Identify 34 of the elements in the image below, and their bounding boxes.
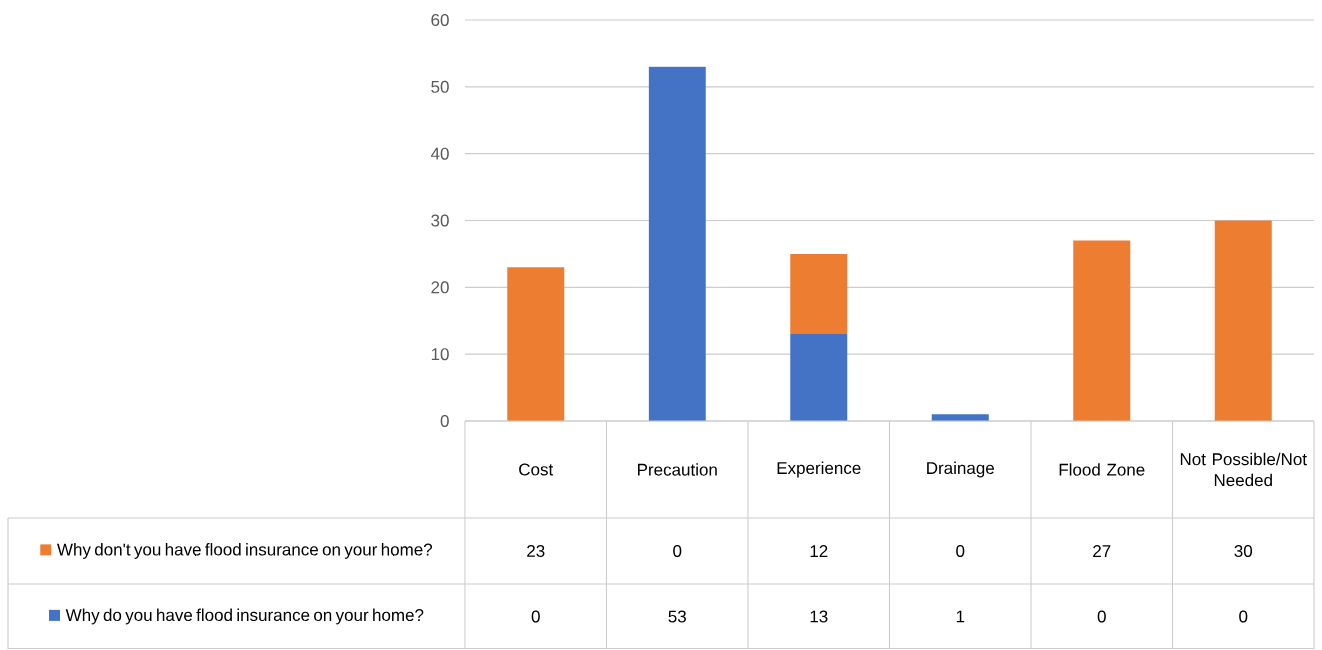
x-tick-label: Not Possible/Not Needed	[1180, 452, 1307, 487]
bar	[1073, 240, 1131, 422]
data-label: 13	[810, 610, 828, 623]
legend-label: Why don't you have flood insurance on your home?	[57, 543, 433, 560]
bar	[790, 334, 848, 422]
data-label: 53	[668, 610, 686, 623]
data-label: 0	[1097, 610, 1106, 623]
y-tick-label: 30	[431, 214, 449, 227]
y-tick-label: 60	[431, 14, 449, 27]
y-tick-label: 20	[431, 281, 449, 294]
x-tick-label: Cost	[519, 463, 554, 476]
data-label: 27	[1093, 545, 1111, 558]
data-label: 0	[673, 545, 682, 558]
bar	[1214, 220, 1272, 422]
bar	[931, 414, 989, 422]
x-tick-label: Flood Zone	[1059, 463, 1145, 476]
y-tick-label: 40	[430, 147, 449, 160]
x-tick-label: Drainage	[927, 461, 994, 478]
x-tick-label: Precaution	[638, 463, 717, 476]
y-tick-label: 50	[431, 81, 449, 94]
data-label: 30	[1234, 545, 1253, 558]
data-label: 0	[956, 545, 965, 558]
bar	[790, 254, 848, 335]
data-label: 0	[531, 610, 540, 623]
bar	[507, 267, 565, 422]
bar	[648, 66, 706, 422]
data-label: 0	[1239, 610, 1248, 623]
data-label: 1	[956, 610, 965, 623]
y-tick-label: 10	[431, 348, 449, 361]
data-label: 23	[527, 545, 545, 558]
y-tick-label: 0	[440, 415, 449, 428]
data-label: 12	[810, 545, 828, 558]
legend-label: Why do you have flood insurance on your home?	[65, 608, 424, 625]
x-tick-label: Experience	[777, 461, 861, 478]
